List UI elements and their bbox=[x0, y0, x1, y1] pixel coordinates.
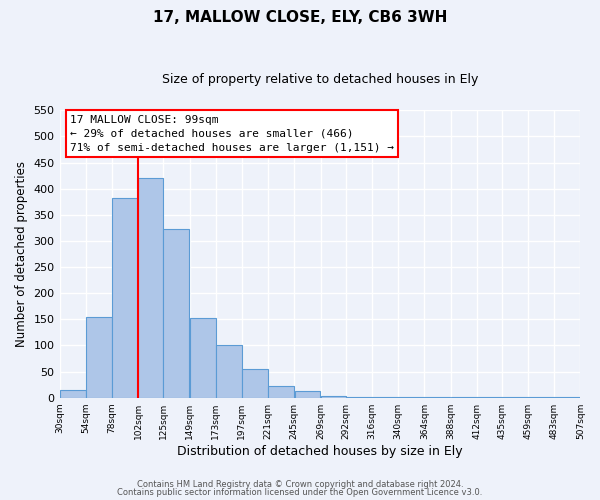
Bar bbox=[502, 397, 528, 398]
Bar bbox=[216, 346, 242, 398]
Text: Contains public sector information licensed under the Open Government Licence v3: Contains public sector information licen… bbox=[118, 488, 482, 497]
Bar bbox=[554, 397, 580, 398]
Bar bbox=[295, 392, 320, 398]
Bar bbox=[163, 230, 190, 398]
Bar bbox=[60, 390, 86, 398]
Bar bbox=[528, 397, 554, 398]
Text: 17, MALLOW CLOSE, ELY, CB6 3WH: 17, MALLOW CLOSE, ELY, CB6 3WH bbox=[153, 10, 447, 25]
Bar bbox=[112, 198, 138, 398]
Bar bbox=[477, 397, 502, 398]
Bar bbox=[242, 369, 268, 398]
X-axis label: Distribution of detached houses by size in Ely: Distribution of detached houses by size … bbox=[177, 444, 463, 458]
Bar bbox=[321, 396, 346, 398]
Bar bbox=[139, 178, 163, 398]
Bar bbox=[424, 397, 451, 398]
Bar bbox=[268, 386, 294, 398]
Y-axis label: Number of detached properties: Number of detached properties bbox=[15, 161, 28, 347]
Bar bbox=[398, 397, 424, 398]
Text: 17 MALLOW CLOSE: 99sqm
← 29% of detached houses are smaller (466)
71% of semi-de: 17 MALLOW CLOSE: 99sqm ← 29% of detached… bbox=[70, 114, 394, 152]
Text: Contains HM Land Registry data © Crown copyright and database right 2024.: Contains HM Land Registry data © Crown c… bbox=[137, 480, 463, 489]
Bar bbox=[86, 316, 112, 398]
Bar bbox=[190, 318, 215, 398]
Bar bbox=[451, 397, 476, 398]
Bar bbox=[372, 396, 398, 398]
Bar bbox=[346, 396, 372, 398]
Title: Size of property relative to detached houses in Ely: Size of property relative to detached ho… bbox=[162, 72, 478, 86]
